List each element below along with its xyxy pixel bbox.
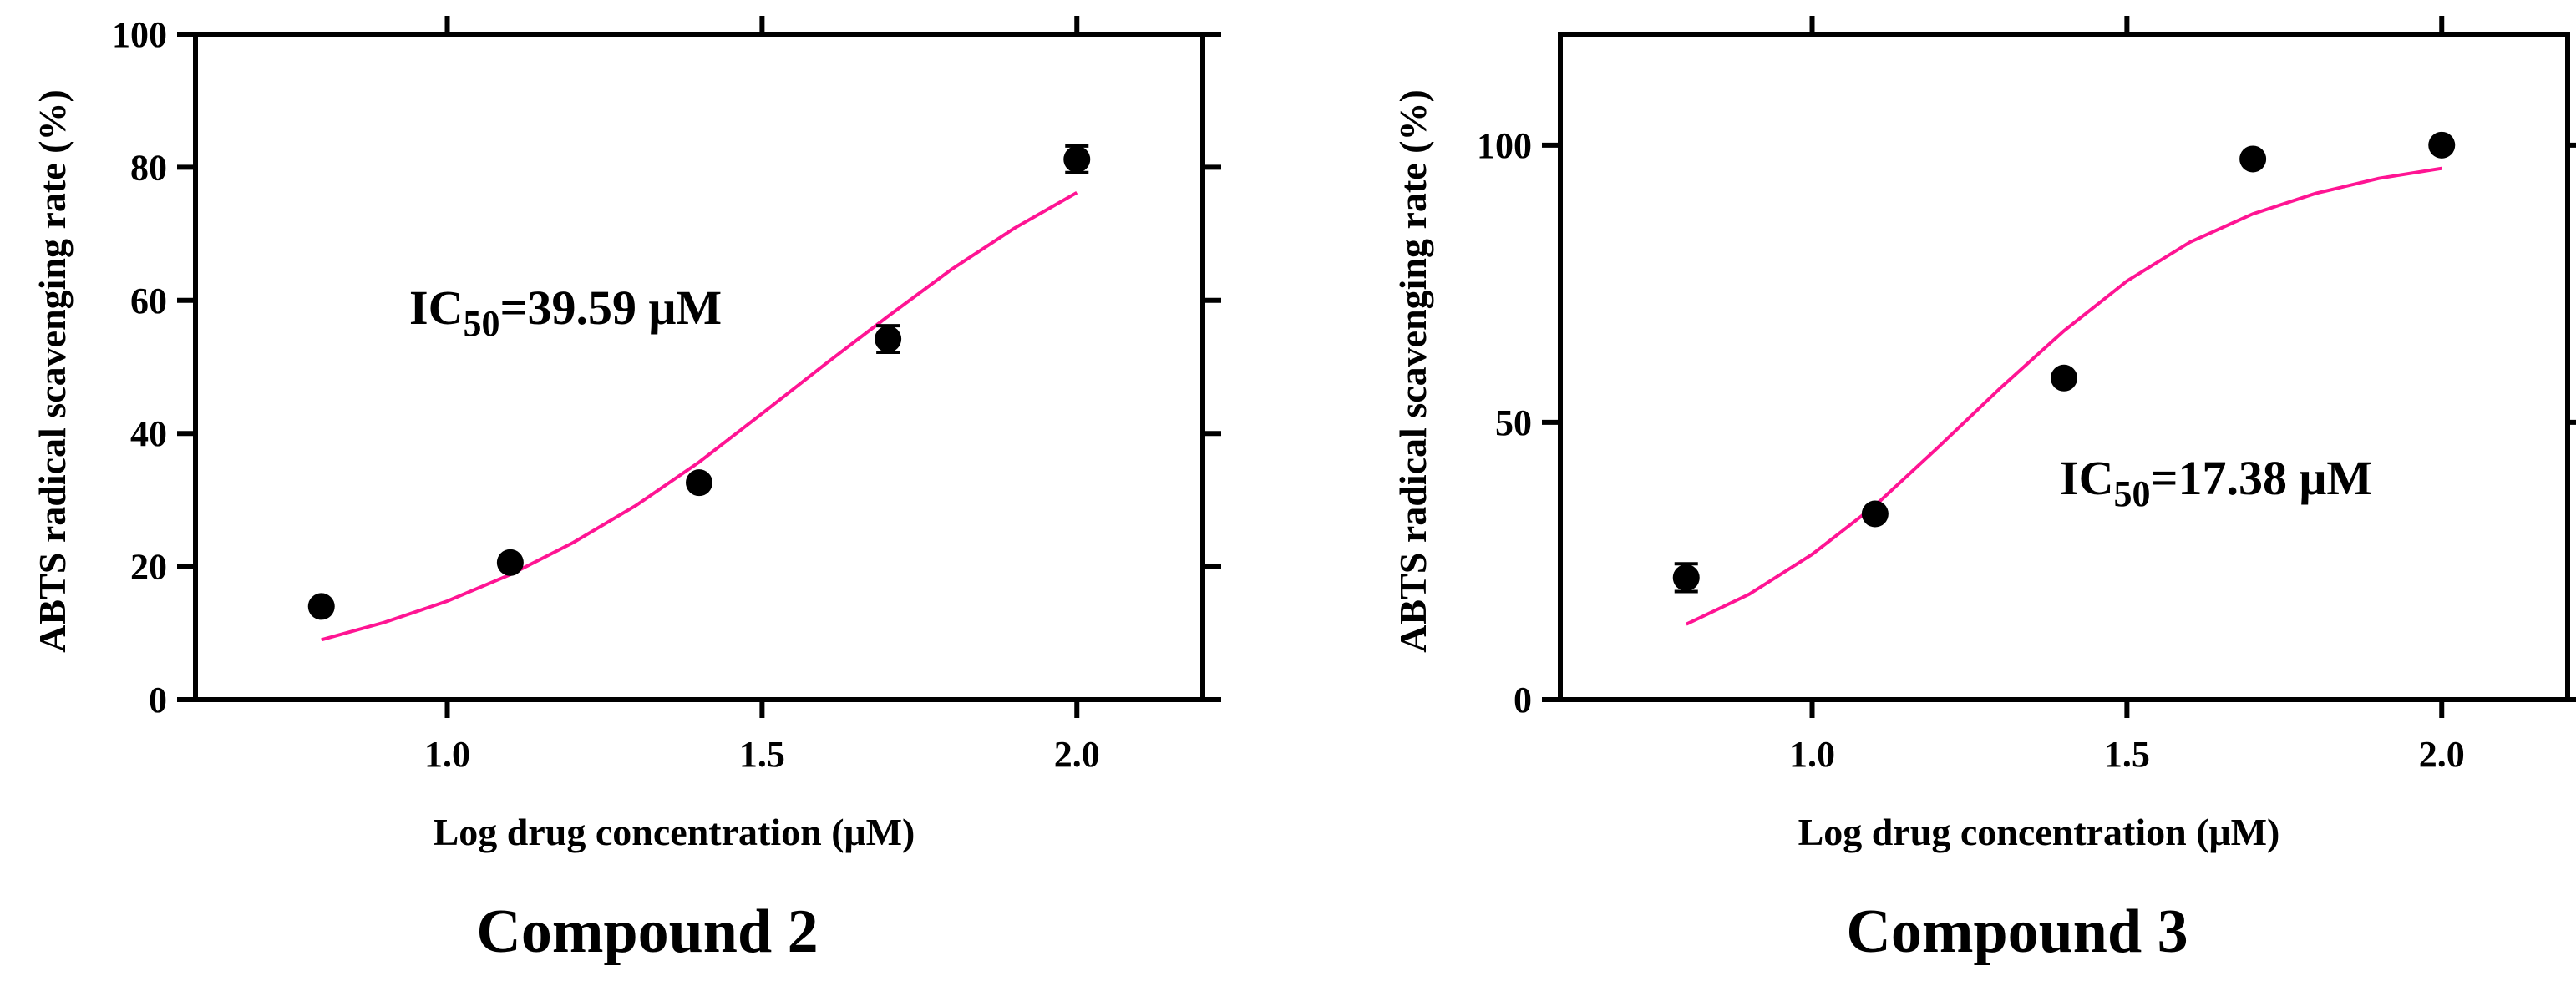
- plot-frame: [1558, 32, 2570, 702]
- x-tick-label: 1.0: [424, 734, 470, 775]
- chart-panel-compound-3: 0 50 100 1.0 1.5 2.0 Log drug concentration (μ…: [1392, 16, 2576, 966]
- chart-panel-compound-2: 0 20 40 60 80 100 1.0 1.5 2.0 Log drug concentrat…: [31, 14, 1221, 966]
- x-tick-label: 2.0: [2419, 734, 2465, 775]
- data-point: [2051, 364, 2077, 392]
- x-tick-label: 1.0: [1789, 734, 1835, 775]
- ic50-annotation: IC50=39.59 μM: [409, 281, 722, 344]
- y-tick-label: 100: [1477, 125, 1532, 166]
- fit-curve: [1685, 166, 2442, 626]
- ic50-subscript: 50: [2113, 473, 2150, 514]
- data-point: [2239, 145, 2267, 173]
- y-tick-label: 40: [130, 413, 167, 454]
- data-point: [875, 326, 902, 353]
- x-tick-label: 2.0: [1054, 734, 1100, 775]
- y-tick-label: 50: [1495, 402, 1532, 443]
- ic50-annotation: IC50=17.38 μM: [2060, 451, 2372, 514]
- y-tick-label: 0: [149, 680, 167, 720]
- data-point: [1063, 145, 1091, 173]
- x-tick-label: 1.5: [739, 734, 785, 775]
- data-point: [1861, 500, 1889, 528]
- data-point: [686, 469, 712, 497]
- x-tick-label: 1.5: [2104, 734, 2150, 775]
- y-tick-label: 80: [130, 147, 167, 188]
- data-point: [1672, 564, 1700, 591]
- panel-caption: Compound 3: [1846, 897, 2188, 966]
- y-tick-label: 0: [1514, 680, 1532, 720]
- x-axis-title: Log drug concentration (μM): [1798, 811, 2280, 853]
- data-point: [2428, 131, 2456, 159]
- ic50-value: =17.38 μM: [2150, 451, 2372, 505]
- plot-frame: [193, 32, 1205, 702]
- data-point: [307, 593, 335, 620]
- x-axis-title: Log drug concentration (μM): [434, 811, 915, 853]
- y-tick-label: 60: [130, 281, 167, 321]
- y-tick-label: 20: [130, 547, 167, 588]
- ic50-subscript: 50: [463, 303, 499, 344]
- fit-curve: [321, 190, 1078, 642]
- ic50-prefix: IC: [409, 281, 463, 335]
- data-point: [496, 549, 524, 576]
- y-axis-title: ABTS radical scavenging rate (%): [1392, 89, 1434, 653]
- ic50-value: =39.59 μM: [499, 281, 722, 335]
- y-tick-label: 100: [112, 14, 167, 55]
- ic50-prefix: IC: [2060, 451, 2113, 505]
- panel-caption: Compound 2: [476, 897, 818, 966]
- y-axis-title: ABTS radical scavenging rate (%): [31, 89, 74, 653]
